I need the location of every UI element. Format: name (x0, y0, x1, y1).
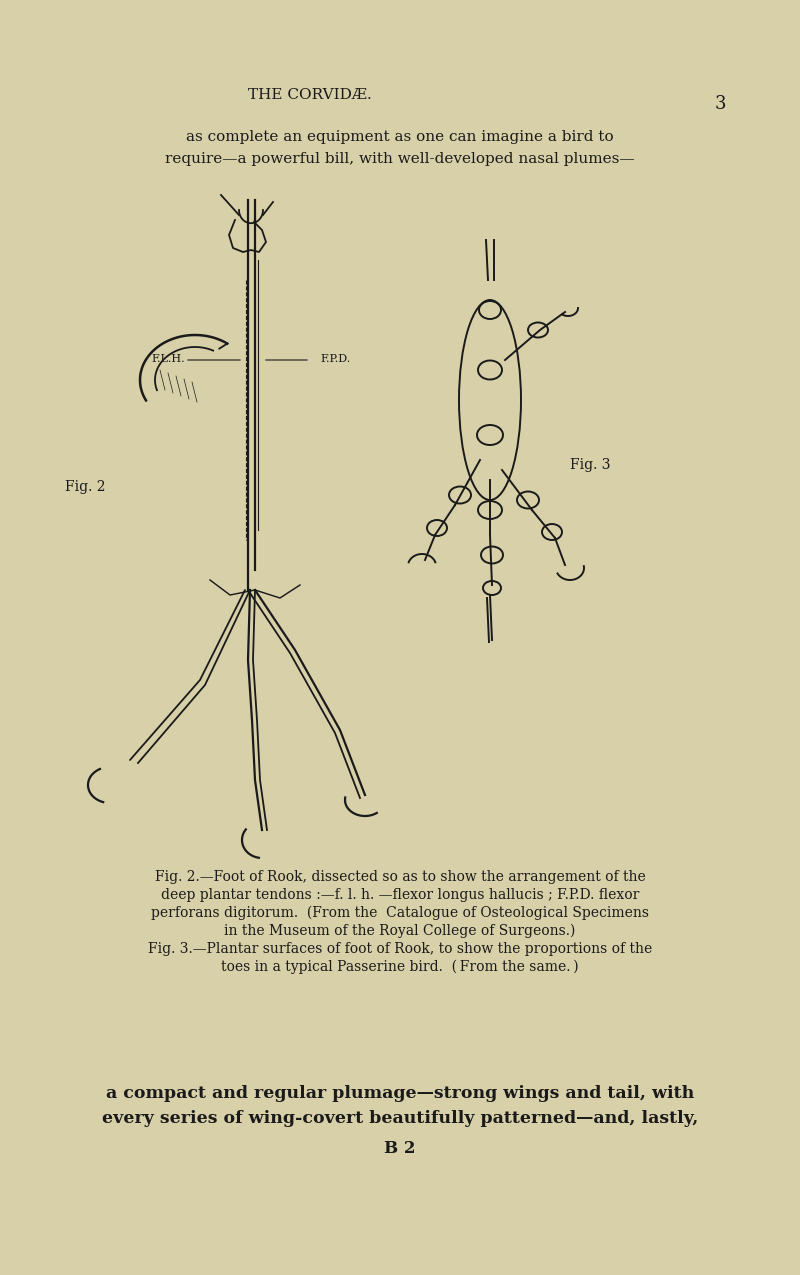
Text: deep plantar tendons :—f. l. h. —ﬂexor longus hallucis ; F.P.D. ﬂexor: deep plantar tendons :—f. l. h. —ﬂexor l… (161, 887, 639, 901)
Text: as complete an equipment as one can imagine a bird to: as complete an equipment as one can imag… (186, 130, 614, 144)
Text: require—a powerful bill, with well-developed nasal plumes—: require—a powerful bill, with well-devel… (165, 152, 635, 166)
Text: Fig. 2.—Foot of Rook, dissected so as to show the arrangement of the: Fig. 2.—Foot of Rook, dissected so as to… (154, 870, 646, 884)
Text: B 2: B 2 (384, 1140, 416, 1156)
Text: a compact and regular plumage—strong wings and tail, with: a compact and regular plumage—strong win… (106, 1085, 694, 1102)
Text: F.P.D.: F.P.D. (320, 354, 350, 363)
Text: F.L.H.: F.L.H. (151, 354, 185, 363)
Text: toes in a typical Passerine bird.  ( From the same. ): toes in a typical Passerine bird. ( From… (221, 960, 579, 974)
Text: in the Museum of the Royal College of Surgeons.): in the Museum of the Royal College of Su… (224, 924, 576, 938)
Text: Fig. 3: Fig. 3 (570, 458, 610, 472)
Text: Fig. 2: Fig. 2 (65, 479, 106, 493)
Text: perforans digitorum.  (From the  Catalogue of Osteological Specimens: perforans digitorum. (From the Catalogue… (151, 907, 649, 921)
Text: 3: 3 (714, 96, 726, 113)
Text: Fig. 3.—Plantar surfaces of foot of Rook, to show the proportions of the: Fig. 3.—Plantar surfaces of foot of Rook… (148, 942, 652, 956)
Text: THE CORVIDÆ.: THE CORVIDÆ. (248, 88, 372, 102)
Text: every series of wing-covert beautifully patterned—and, lastly,: every series of wing-covert beautifully … (102, 1111, 698, 1127)
